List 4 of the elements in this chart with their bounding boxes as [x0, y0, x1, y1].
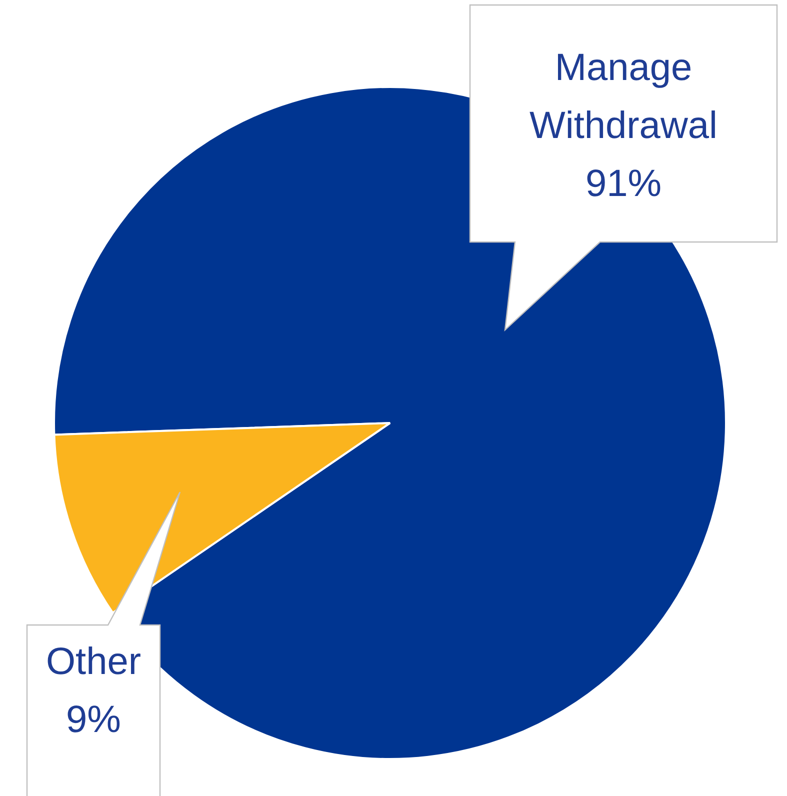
data-label: 91% — [584, 162, 663, 207]
slice-label: Manage Withdrawal — [528, 46, 718, 149]
data-label: 9% — [65, 698, 122, 743]
slice-label: Other — [44, 640, 142, 685]
